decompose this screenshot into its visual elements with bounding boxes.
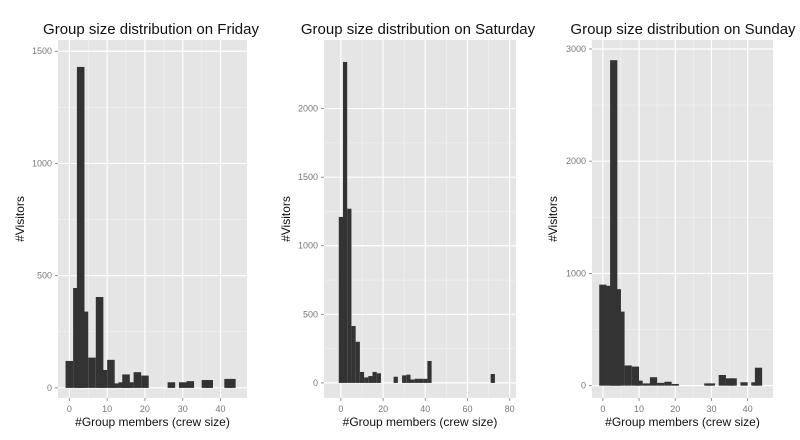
histogram-bar	[133, 372, 142, 388]
histogram-bar	[80, 311, 89, 388]
histogram-bar	[351, 325, 356, 383]
histogram-bar	[393, 376, 398, 383]
y-axis-label: #Visitors	[279, 196, 293, 242]
histogram-bar	[141, 375, 149, 388]
histogram-bar	[635, 380, 643, 386]
histogram-bar	[65, 360, 74, 388]
x-tick-label: 20	[378, 404, 388, 414]
y-tick-label: 2000	[566, 156, 586, 166]
histogram-bar	[167, 382, 176, 388]
x-tick-label: 10	[102, 404, 112, 414]
histogram-bar	[372, 371, 377, 383]
histogram-bar	[671, 383, 679, 386]
histogram-bar	[126, 382, 134, 388]
histogram-bar	[754, 367, 763, 386]
chart-friday: 0 500 1000 1500 0 10 20 30 40 Group size distribu…	[13, 21, 259, 429]
plot-panel	[58, 40, 247, 398]
histogram-bar	[649, 377, 658, 386]
x-tick-label: 30	[178, 404, 188, 414]
x-axis-label: #Group members (crew size)	[75, 415, 230, 429]
y-axis-label: #Visitors	[546, 196, 560, 242]
histogram-bar	[631, 366, 640, 386]
histogram-bar	[338, 216, 343, 383]
histogram-bar	[402, 375, 407, 383]
y-tick-label: 1500	[32, 46, 52, 56]
histogram-bar	[406, 374, 411, 383]
x-tick-label: 0	[67, 404, 72, 414]
histogram-bar	[95, 296, 104, 388]
x-axis-label: #Group members (crew size)	[343, 415, 498, 429]
histogram-bar	[186, 381, 195, 388]
chart-sunday: 0 1000 2000 3000 0 10 20 30 40 Group size distrib…	[546, 21, 796, 429]
histogram-bar	[610, 60, 618, 386]
histogram-bar	[88, 357, 96, 388]
histogram-bar	[178, 382, 187, 388]
histogram-bar	[718, 374, 726, 386]
y-tick-label: 500	[303, 309, 318, 319]
y-tick-label: 1500	[298, 172, 318, 182]
y-tick-label: 1000	[566, 268, 586, 278]
y-tick-label: 0	[313, 378, 318, 388]
x-tick-label: 30	[706, 404, 716, 414]
histogram-bar	[107, 359, 115, 388]
histogram-bar	[624, 365, 632, 386]
chart-title: Group size distribution on Saturday	[301, 21, 536, 38]
histogram-bar	[418, 378, 424, 383]
y-tick-label: 2000	[298, 104, 318, 114]
y-tick-label: 1000	[298, 241, 318, 251]
histogram-bar	[729, 378, 737, 386]
histogram-bar	[368, 376, 373, 383]
y-tick-label: 1000	[32, 158, 52, 168]
x-tick-label: 20	[670, 404, 680, 414]
histogram-bar	[617, 311, 625, 386]
x-tick-label: 0	[600, 404, 605, 414]
histogram-bar	[427, 360, 432, 383]
histogram-bar	[364, 377, 369, 383]
histogram-bar	[490, 373, 495, 383]
x-tick-label: 40	[743, 404, 753, 414]
chart-title: Group size distribution on Friday	[43, 21, 259, 38]
x-tick-label: 20	[140, 404, 150, 414]
histogram-bar	[228, 378, 236, 388]
chart-saturday: 0 500 1000 1500 2000 0 20 40 60 80 Group size dist…	[279, 21, 536, 429]
plot-panel	[324, 40, 516, 398]
x-tick-label: 10	[634, 404, 644, 414]
x-tick-label: 0	[338, 404, 343, 414]
histogram-bar	[613, 289, 621, 386]
histogram-bar	[410, 379, 415, 383]
histogram-bar	[704, 383, 712, 386]
histogram-bar	[599, 284, 607, 386]
y-tick-label: 3000	[566, 44, 586, 54]
histogram-bar	[740, 382, 748, 386]
x-tick-label: 40	[420, 404, 430, 414]
histogram-bar	[657, 382, 665, 386]
histogram-bar	[707, 383, 716, 386]
histogram-bar	[342, 61, 348, 383]
histogram-bar	[664, 381, 672, 386]
histogram-bar	[359, 371, 365, 383]
histogram-bar	[642, 383, 650, 386]
histogram-bar	[99, 369, 108, 388]
chart-title: Group size distribution on Sunday	[570, 21, 796, 38]
y-tick-label: 500	[37, 271, 52, 281]
x-tick-label: 80	[505, 404, 515, 414]
histogram-bar	[414, 378, 419, 383]
histogram-bar	[110, 383, 119, 388]
histogram-bar	[347, 208, 352, 383]
histogram-bar	[376, 373, 381, 383]
x-axis-label: #Group members (crew size)	[605, 415, 760, 429]
y-tick-label: 0	[47, 383, 52, 393]
histogram-bar	[122, 374, 130, 388]
x-tick-label: 60	[462, 404, 472, 414]
histogram-bar	[205, 380, 213, 388]
histogram-bar	[76, 66, 85, 388]
y-tick-label: 0	[581, 381, 586, 391]
y-axis-label: #Visitors	[13, 196, 27, 242]
x-tick-label: 40	[216, 404, 226, 414]
histogram-bar	[355, 341, 360, 383]
histogram-bar	[423, 378, 428, 383]
